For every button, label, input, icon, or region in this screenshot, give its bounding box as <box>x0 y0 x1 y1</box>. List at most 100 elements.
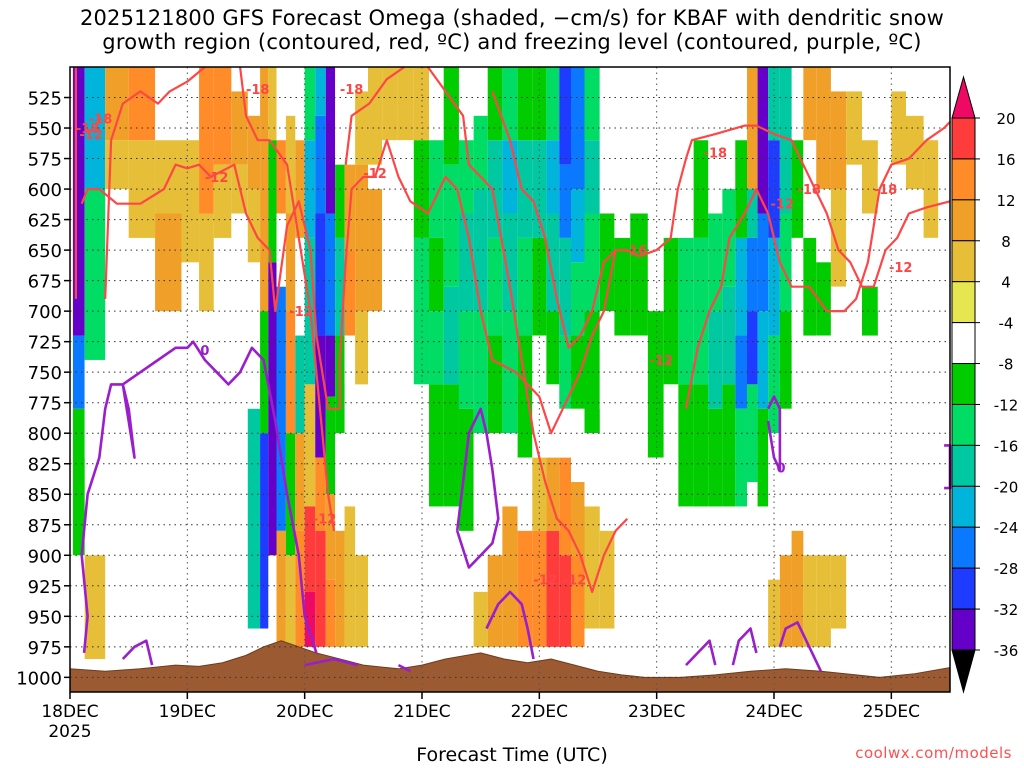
freezing-contour-line <box>80 340 318 654</box>
omega-cell <box>546 140 560 214</box>
omega-cell <box>584 140 600 214</box>
dgz-contour-label: -12 <box>889 261 913 276</box>
omega-cell <box>559 555 572 647</box>
omega-cell <box>260 311 269 434</box>
omega-cell <box>429 140 444 238</box>
omega-cell <box>443 506 459 580</box>
omega-cell <box>128 67 156 141</box>
omega-cell <box>546 311 560 385</box>
y-tick-label: 800 <box>28 424 62 445</box>
y-tick-label: 650 <box>28 241 62 262</box>
omega-cell <box>315 213 326 336</box>
omega-cell <box>877 164 892 238</box>
omega-cell <box>571 262 585 336</box>
omega-cell <box>295 335 305 434</box>
colorbar-swatch <box>951 281 976 324</box>
dgz-contour-line <box>427 66 629 593</box>
colorbar-tick-label: -4 <box>999 315 1014 333</box>
chart-title-line-2: growth region (contoured, red, ºC) and f… <box>102 30 922 54</box>
dgz-contour-label: -12 <box>770 198 794 213</box>
colorbar-tick-label: 20 <box>996 110 1015 128</box>
omega-cell <box>487 555 503 647</box>
omega-cell <box>368 67 383 165</box>
dgz-contour-label: -18 <box>89 112 113 127</box>
omega-cell <box>830 91 847 190</box>
omega-cell <box>344 506 356 647</box>
omega-cell <box>571 482 585 556</box>
credit-label: coolwx.com/models <box>855 744 1012 762</box>
omega-cell <box>938 140 948 238</box>
omega-cell <box>181 140 200 263</box>
omega-cell <box>663 384 679 507</box>
omega-cell <box>429 384 444 507</box>
omega-cell <box>757 213 769 312</box>
omega-cell <box>72 67 85 336</box>
omega-cell <box>355 164 369 312</box>
colorbar-swatch <box>951 403 976 446</box>
omega-cell <box>487 237 503 336</box>
y-tick-label: 975 <box>28 638 62 659</box>
omega-cell <box>355 311 369 385</box>
dgz-contour-line <box>684 121 951 410</box>
omega-cell <box>335 237 345 336</box>
colorbar-tick-label: -28 <box>994 560 1019 578</box>
omega-cell <box>285 555 296 647</box>
omega-cell <box>647 457 664 556</box>
omega-cell <box>502 140 518 214</box>
y-tick-label: 850 <box>28 485 62 506</box>
freezing-contour-line <box>485 590 535 660</box>
dgz-contour-line <box>104 66 206 299</box>
colorbar-swatch <box>951 322 976 365</box>
grid-layer <box>69 67 950 692</box>
omega-cell <box>846 91 862 165</box>
omega-cell <box>722 384 736 507</box>
omega-cell <box>747 311 758 385</box>
colorbar-swatch <box>951 567 976 610</box>
omega-cell <box>614 140 631 238</box>
omega-cell <box>295 530 305 647</box>
plot-frame <box>69 66 951 693</box>
colorbar-swatch <box>951 117 976 160</box>
y-tick-label: 925 <box>28 577 62 598</box>
colorbar-tick-label: -8 <box>999 356 1014 374</box>
dgz-contour-label: -12 <box>313 513 337 528</box>
omega-cell <box>532 530 547 647</box>
omega-cell <box>429 237 444 312</box>
omega-cell <box>517 335 533 458</box>
freezing-contour-label: 0 <box>777 461 786 476</box>
omega-cell <box>757 408 769 507</box>
omega-cell <box>708 408 723 507</box>
omega-cell <box>315 530 326 647</box>
x-tick-label: 19DEC <box>159 702 216 722</box>
dgz-contour-label: -18 <box>76 122 100 137</box>
omega-cell <box>397 67 414 141</box>
omega-cell <box>276 213 286 287</box>
omega-cell <box>304 140 316 238</box>
dgz-contour-label: -12 <box>363 167 387 182</box>
omega-cell <box>315 115 326 214</box>
dgz-contour-label: -12 <box>289 305 313 320</box>
omega-cell <box>315 67 326 116</box>
dgz-contour-label: -12 <box>533 574 557 589</box>
colorbar-tick-label: -24 <box>994 519 1019 537</box>
omega-cell <box>473 433 488 531</box>
omega-cell <box>413 237 430 385</box>
freezing-contour-line <box>944 444 952 490</box>
omega-cell <box>768 67 780 141</box>
y-tick-label: 525 <box>28 89 62 110</box>
freezing-contour-line <box>304 657 358 667</box>
omega-cell <box>517 140 533 238</box>
omega-cell <box>708 140 723 214</box>
omega-cell <box>708 213 723 312</box>
colorbar-swatch <box>951 199 976 242</box>
freezing-contour-line <box>685 639 717 666</box>
omega-cell <box>155 140 182 214</box>
freezing-contour-line <box>778 621 823 672</box>
omega-cell <box>803 555 817 647</box>
colorbar-swatch <box>951 485 976 528</box>
omega-cell <box>487 67 503 141</box>
y-tick-label: 900 <box>28 546 62 567</box>
y-tick-label: 575 <box>28 150 62 171</box>
colorbar-tick-label: 12 <box>996 192 1015 210</box>
